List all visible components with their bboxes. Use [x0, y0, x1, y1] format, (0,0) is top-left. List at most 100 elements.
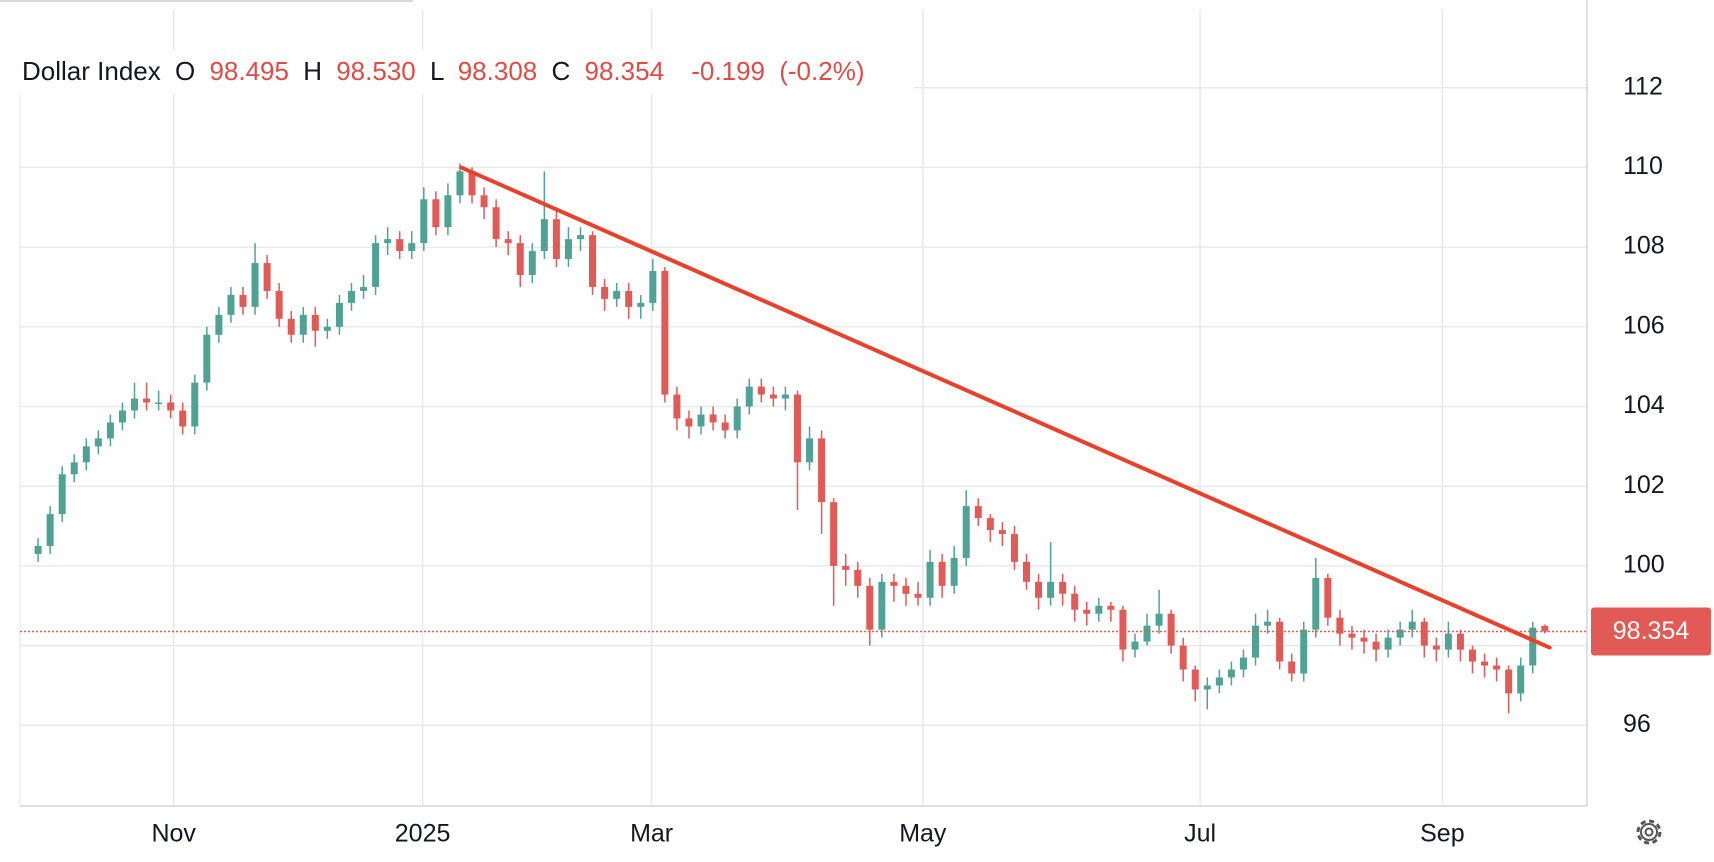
candle-body: [82, 446, 90, 463]
candle-body: [360, 286, 368, 291]
candle-body: [299, 314, 307, 335]
candle-body: [1517, 665, 1525, 694]
y-tick-label: 108: [1623, 232, 1665, 260]
candle-body: [1456, 633, 1464, 650]
candle-body: [1396, 629, 1404, 638]
ohlc-letter: H: [303, 56, 322, 86]
candle-body: [167, 402, 175, 411]
candle-body: [540, 219, 548, 252]
candle-body: [1155, 613, 1163, 626]
candle-body: [1131, 641, 1139, 650]
candle-body: [589, 235, 597, 287]
candle-body: [1529, 627, 1537, 666]
y-tick-label: 106: [1623, 311, 1665, 339]
candle-body: [1083, 609, 1091, 614]
candle-body: [661, 271, 669, 395]
candle-body: [1360, 637, 1368, 642]
candle-body: [1010, 534, 1018, 562]
candle-body: [1022, 561, 1030, 582]
candle-body: [528, 251, 536, 275]
candle-body: [372, 243, 380, 287]
candle-body: [1227, 669, 1235, 678]
ohlc-value: 98.495: [209, 56, 289, 86]
candles: [34, 163, 1549, 714]
candle-body: [480, 195, 488, 208]
candle-body: [1324, 577, 1332, 618]
candle-body: [179, 410, 187, 427]
candle-body: [649, 271, 657, 303]
header-backdrop: [14, 50, 914, 94]
candle-body: [131, 398, 139, 411]
symbol-name: Dollar Index: [22, 56, 161, 86]
candle-body: [769, 394, 777, 399]
candle-body: [1035, 581, 1043, 598]
candle-body: [143, 398, 151, 403]
candle-body: [697, 414, 705, 427]
candle-body: [552, 219, 560, 260]
candle-body: [830, 502, 838, 566]
candle-body: [155, 402, 163, 405]
candle-body: [902, 585, 910, 594]
candle-body: [601, 286, 609, 299]
candle-body: [577, 235, 585, 240]
settings-icon[interactable]: [1636, 819, 1662, 845]
candle-body: [709, 414, 717, 423]
candle-body: [1408, 621, 1416, 630]
y-tick-label: 104: [1623, 391, 1665, 419]
candle-body: [745, 386, 753, 407]
candle-body: [468, 171, 476, 196]
candle-body: [1071, 593, 1079, 610]
candle-body: [191, 382, 199, 427]
candle-body: [1276, 621, 1284, 662]
y-tick-label: 112: [1623, 72, 1663, 100]
candle-body: [721, 422, 729, 431]
candle-body: [263, 263, 271, 291]
candle-body: [625, 290, 633, 307]
candle-body: [854, 569, 862, 586]
candle-body: [311, 314, 319, 331]
candle-body: [1107, 605, 1115, 610]
candle-body: [1432, 645, 1440, 650]
candle-body: [1348, 633, 1356, 638]
candle-body: [70, 462, 78, 475]
candle-body: [46, 514, 54, 546]
candle-body: [890, 581, 898, 586]
gear-hub: [1644, 827, 1654, 837]
ohlc-letter: O: [175, 56, 195, 86]
candle-body: [1288, 661, 1296, 674]
y-tick-label: 100: [1623, 551, 1665, 579]
candle-body: [492, 207, 500, 240]
candle-body: [347, 290, 355, 303]
candle-body: [1372, 641, 1380, 650]
candle-body: [118, 410, 126, 423]
candle-body: [1481, 661, 1489, 666]
candle-body: [1420, 621, 1428, 646]
x-tick-label: Mar: [630, 820, 673, 848]
candle-body: [1264, 621, 1272, 626]
candle-body: [564, 239, 572, 260]
candle-body: [1239, 657, 1247, 670]
candle-body: [396, 239, 404, 252]
candle-body: [866, 585, 874, 630]
last-price-label: 98.354: [1613, 617, 1690, 645]
candle-body: [673, 394, 681, 419]
candle-body: [239, 294, 247, 307]
candle-body: [1215, 677, 1223, 686]
y-tick-label: 102: [1623, 471, 1665, 499]
candle-body: [974, 506, 982, 519]
candle-body: [444, 195, 452, 228]
candle-body: [818, 438, 826, 503]
ohlc-letter: L: [430, 56, 444, 86]
candle-body: [408, 243, 416, 252]
candle-body: [1505, 669, 1513, 694]
candle-body: [950, 557, 958, 586]
candle-body: [962, 506, 970, 558]
axes: 96 100 102 104 106 108 110 112 Nov 2025 Mar May Jul S…: [151, 72, 1664, 847]
overlay: 98.354: [20, 165, 1711, 656]
y-tick-label: 96: [1623, 710, 1651, 738]
candle-body: [432, 199, 440, 228]
candle-body: [1493, 665, 1501, 670]
candle-body: [613, 290, 621, 299]
candle-body: [1179, 645, 1187, 670]
